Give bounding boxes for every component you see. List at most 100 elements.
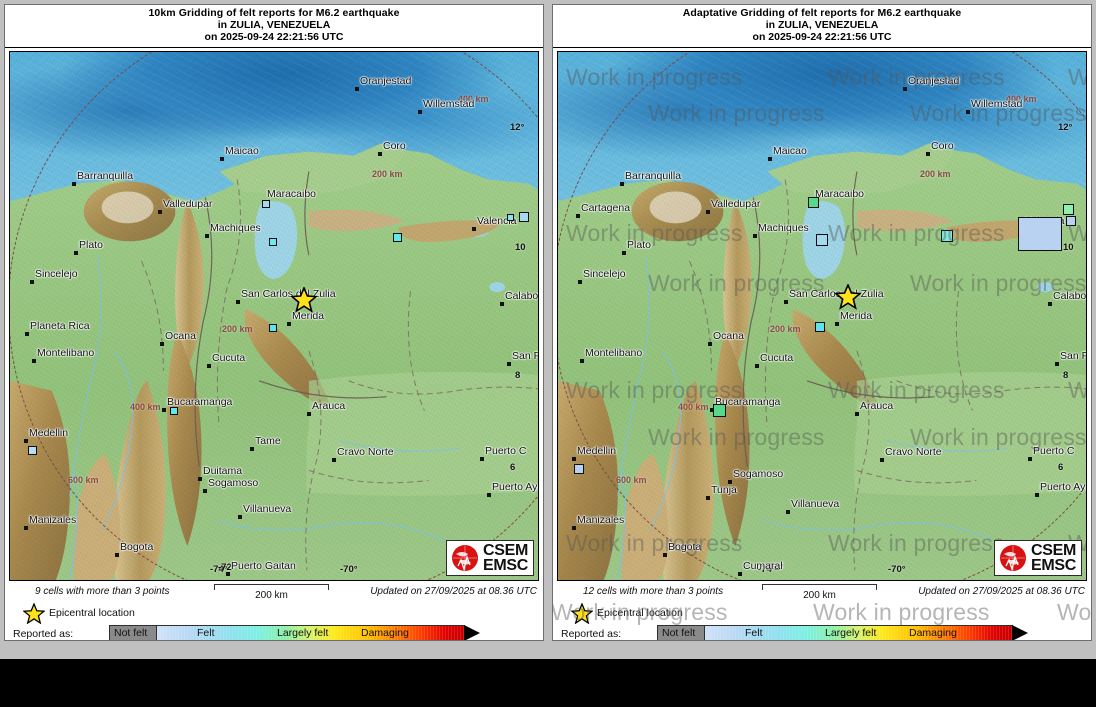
legend-label-felt: Felt [197,627,215,640]
city-label: Tunja [711,484,737,497]
city-dot [30,280,34,285]
city-dot [378,152,382,157]
felt-report-cell[interactable] [262,200,270,209]
title-line-1: 10km Gridding of felt reports for M6.2 e… [148,7,400,19]
intensity-legend-bar[interactable]: Not felt Felt Largely felt Damaging [109,625,489,640]
footer-row-epicentre: Epicentral location [9,602,539,625]
cells-note: 9 cells with more than 3 points [35,586,170,598]
city-dot [472,227,476,232]
footer-row-info: 9 cells with more than 3 points 200 km U… [9,583,539,603]
city-dot [880,458,884,463]
legend-label-felt: Felt [745,627,763,640]
scale-bar: 200 km [762,584,877,601]
graticule-label: -74° [758,564,776,576]
map-canvas[interactable]: 400 km 200 km 200 km 400 km 600 km 12° 10 8 6 -7… [9,51,539,582]
city-dot [205,234,209,239]
logo-text: CSEM EMSC [1031,542,1076,574]
footer-row-legend: Reported as: Not felt Felt Largely felt … [557,625,1087,640]
city-label: Coro [383,140,406,153]
felt-report-cell[interactable] [1066,216,1076,227]
felt-report-cell[interactable] [574,464,584,475]
city-label: Duitama [203,465,243,478]
city-dot [500,302,504,307]
distance-ring-label: 200 km [222,324,253,335]
legend-swatch-not-felt [657,625,705,640]
city-label: Coro [931,140,954,153]
city-label: Sincelejo [583,268,626,281]
city-label: Montelibano [585,347,643,360]
city-dot [755,364,759,369]
distance-ring-label: 600 km [68,475,99,486]
intensity-legend-bar[interactable]: Not felt Felt Largely felt Damaging [657,625,1037,640]
felt-report-cell[interactable] [507,214,514,222]
city-dot [753,234,757,239]
city-label: Ocana [713,330,744,343]
felt-report-cell[interactable] [519,212,529,223]
city-label: Merida [292,310,325,323]
city-label: Cucuta [212,352,246,365]
city-label: Oranjestad [908,75,960,88]
felt-report-cell[interactable] [1018,217,1062,252]
city-label: Sincelejo [35,268,78,281]
city-dot [620,182,624,187]
city-dot [578,280,582,285]
city-label: Cartagena [581,202,631,215]
footer-row-info: 12 cells with more than 3 points 200 km … [557,583,1087,603]
graticule-label: 10 [1063,242,1074,254]
city-dot [835,322,839,327]
map-canvas[interactable]: 400 km 200 km 200 km 400 km 600 km 12° 10 8 6 -7… [557,51,1087,582]
city-label: Villanueva [791,498,840,511]
city-label: Puerto Aya [1040,481,1086,494]
felt-report-cell[interactable] [28,446,37,456]
felt-report-cell[interactable] [816,234,828,247]
city-dot [250,447,254,452]
city-label: Cucuta [760,352,794,365]
city-dot [72,182,76,187]
city-dot [418,110,422,115]
legend-label-not-felt: Not felt [662,627,696,640]
city-label: Valledupar [163,198,213,211]
felt-report-cell[interactable] [815,322,825,333]
felt-report-cell[interactable] [269,238,277,247]
city-dot [220,157,224,162]
graticule-label: -70° [888,564,906,576]
legend-arrow-tip [464,625,480,640]
city-label: San Carlos del Zulia [241,288,336,301]
city-label: Medellin [577,445,617,458]
city-label: Plato [79,239,103,252]
city-dot [160,342,164,347]
city-label: Sogamoso [208,477,259,490]
city-dot [203,489,207,494]
city-dot [855,412,859,417]
felt-report-cell[interactable] [941,230,953,243]
city-dot [207,364,211,369]
city-dot [32,359,36,364]
city-dot [572,457,576,462]
globe-icon [451,544,478,572]
felt-report-cell[interactable] [170,407,178,416]
city-dot [198,477,202,482]
felt-report-cell[interactable] [1063,204,1074,216]
distance-ring-label: 200 km [372,169,403,180]
city-label: Maicao [225,145,259,158]
city-dot [710,408,714,413]
panel-footer: 12 cells with more than 3 points 200 km … [553,583,1091,640]
city-dot [1028,457,1032,462]
graticule-label: -70° [340,564,358,576]
legend-label-largely-felt: Largely felt [825,627,877,640]
distance-ring-label: 200 km [920,169,951,180]
title-line-1: Adaptative Gridding of felt reports for … [682,7,962,19]
felt-report-cell[interactable] [808,197,819,209]
city-label: Arauca [860,400,894,413]
felt-report-cell[interactable] [269,324,277,333]
felt-report-cell[interactable] [713,404,726,418]
city-label: Machiques [758,222,809,235]
city-label: Puerto Gaitan [231,560,296,573]
city-dot [903,87,907,92]
felt-report-cell[interactable] [393,233,402,243]
legend-swatch-not-felt [109,625,157,640]
csem-emsc-logo: CSEM EMSC [993,539,1082,577]
city-label: Manizales [29,514,77,527]
city-dot [355,87,359,92]
